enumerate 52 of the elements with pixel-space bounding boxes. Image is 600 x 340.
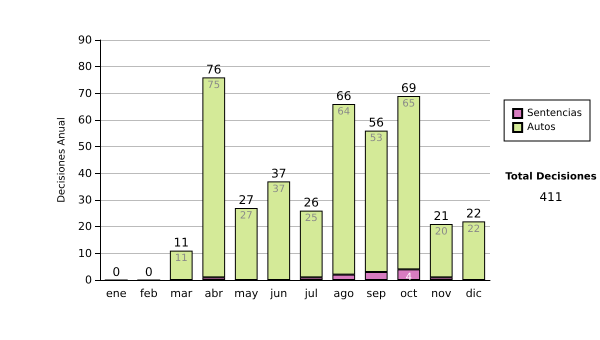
data-label: 25 (304, 213, 318, 224)
y-tick-label: 0 (85, 274, 92, 286)
data-label: 65 (402, 98, 416, 110)
total-label: 0 (112, 265, 120, 279)
x-tick-label: jul (304, 287, 318, 300)
bar (430, 224, 453, 278)
total-label: 56 (368, 116, 384, 130)
x-tick-label: ene (106, 287, 127, 300)
total-label: 26 (304, 196, 319, 210)
x-tick-label: mar (170, 287, 193, 300)
x-tick-label: may (234, 287, 259, 300)
x-tick-label: jun (269, 287, 288, 300)
data-label: 64 (337, 106, 350, 118)
y-tick-label: 60 (78, 114, 92, 126)
total-label: 66 (336, 89, 352, 103)
legend-label: Sentencias (527, 108, 582, 119)
bar (202, 77, 226, 278)
data-label: 11 (174, 253, 188, 264)
y-tick-label: 70 (78, 86, 92, 100)
total-label: 11 (174, 236, 189, 250)
bar (300, 210, 323, 278)
y-tick-label: 20 (78, 220, 92, 234)
x-tick-label: feb (140, 287, 158, 300)
data-label: 53 (370, 133, 383, 144)
x-tick-label: sep (366, 287, 386, 300)
y-tick-label: 10 (78, 246, 92, 260)
y-tick-label: 30 (78, 194, 92, 206)
x-tick-label: nov (431, 287, 452, 300)
legend-label: Autos (527, 122, 556, 133)
x-tick-label: abr (204, 287, 224, 300)
x-tick-label: dic (466, 287, 482, 300)
data-label: 75 (207, 80, 220, 91)
y-axis-title: Decisiones Anual (56, 117, 68, 203)
total-label: 27 (238, 193, 254, 207)
total-label: 69 (401, 81, 416, 95)
y-tick-label: 50 (78, 140, 92, 154)
total-label: 22 (466, 206, 482, 220)
data-label: 20 (434, 226, 448, 238)
y-tick-label: 40 (78, 166, 92, 180)
y-tick-label: 90 (78, 34, 92, 46)
text: Total Decisiones (505, 172, 597, 182)
total-label: 76 (206, 62, 222, 76)
total-label: 37 (271, 166, 286, 180)
data-label: 27 (240, 210, 253, 222)
y-tick-label: 80 (78, 60, 92, 74)
total-label: 21 (434, 209, 449, 223)
x-tick-label: oct (400, 287, 418, 300)
total-label: 0 (144, 265, 153, 279)
data-label: 22 (467, 224, 480, 235)
x-tick-label: ago (334, 287, 354, 300)
data-label: 37 (272, 184, 286, 195)
text: 411 (540, 190, 562, 204)
